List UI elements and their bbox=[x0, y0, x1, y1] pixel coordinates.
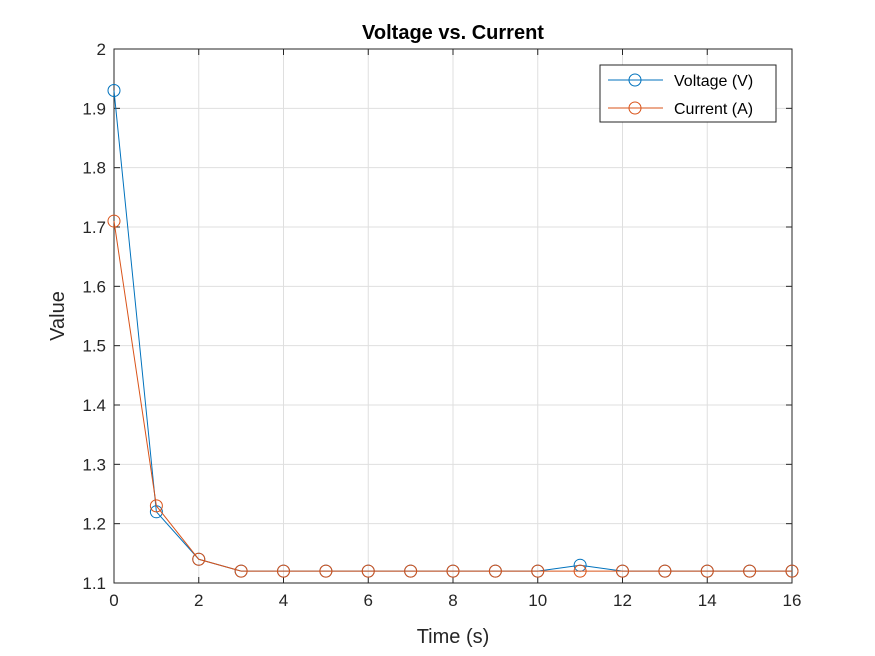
x-tick-label: 0 bbox=[109, 591, 118, 610]
series bbox=[107, 84, 799, 578]
legend-marker-voltage bbox=[628, 73, 642, 87]
data-point-current-a bbox=[149, 499, 163, 513]
x-tick-label: 6 bbox=[364, 591, 373, 610]
chart-title: Voltage vs. Current bbox=[362, 22, 544, 44]
x-tick-label: 10 bbox=[528, 591, 547, 610]
data-point-current-a bbox=[700, 564, 714, 578]
x-tick-label: 4 bbox=[279, 591, 288, 610]
y-tick-label: 1.2 bbox=[82, 515, 106, 534]
data-point-current-a bbox=[785, 564, 799, 578]
y-tick-label: 1.4 bbox=[82, 396, 106, 415]
y-tick-label: 1.6 bbox=[82, 277, 106, 296]
y-tick-label: 2 bbox=[97, 40, 106, 59]
data-point-current-a bbox=[107, 214, 121, 228]
y-tick-label: 1.8 bbox=[82, 159, 106, 178]
series-line-current-a bbox=[113, 220, 792, 572]
x-tick-label: 2 bbox=[194, 591, 203, 610]
x-tick-label: 8 bbox=[448, 591, 457, 610]
data-point-current-a bbox=[616, 564, 629, 578]
data-point-current-a bbox=[573, 564, 587, 578]
y-tick-label: 1.3 bbox=[82, 455, 106, 474]
x-tick-labels: 0 2 4 6 8 10 12 14 16 bbox=[109, 591, 801, 610]
data-point-current-a bbox=[531, 564, 545, 578]
data-point-current-a bbox=[446, 564, 460, 578]
y-axis-label: Value bbox=[47, 291, 69, 341]
data-point-current-a bbox=[361, 564, 375, 578]
y-tick-label: 1.1 bbox=[82, 574, 106, 593]
legend-box bbox=[599, 64, 777, 123]
data-point-current-a bbox=[488, 564, 502, 578]
legend-label-voltage: Voltage (V) bbox=[674, 73, 753, 90]
data-point-voltage-v bbox=[107, 84, 121, 98]
legend-label-current: Current (A) bbox=[674, 101, 753, 118]
data-point-current-a bbox=[743, 564, 757, 578]
data-point-current-a bbox=[658, 564, 672, 578]
x-tick-label: 14 bbox=[698, 591, 717, 610]
x-tick-label: 16 bbox=[783, 591, 802, 610]
y-tick-labels: 1.1 1.2 1.3 1.4 1.5 1.6 1.7 1.8 1.9 2 bbox=[82, 40, 106, 593]
ticks bbox=[113, 48, 793, 584]
y-tick-label: 1.7 bbox=[82, 218, 106, 237]
y-tick-label: 1.9 bbox=[82, 99, 106, 118]
data-point-current-a bbox=[192, 552, 206, 566]
x-tick-label: 12 bbox=[613, 591, 632, 610]
y-tick-label: 1.5 bbox=[82, 337, 106, 356]
data-point-current-a bbox=[319, 564, 333, 578]
data-point-current-a bbox=[404, 564, 418, 578]
series-current-a bbox=[107, 214, 799, 578]
x-axis-label: Time (s) bbox=[417, 626, 490, 648]
legend[interactable]: Voltage (V) Current (A) bbox=[599, 64, 777, 123]
legend-marker-current bbox=[628, 101, 642, 115]
data-point-current-a bbox=[234, 564, 248, 578]
data-point-current-a bbox=[277, 564, 290, 578]
